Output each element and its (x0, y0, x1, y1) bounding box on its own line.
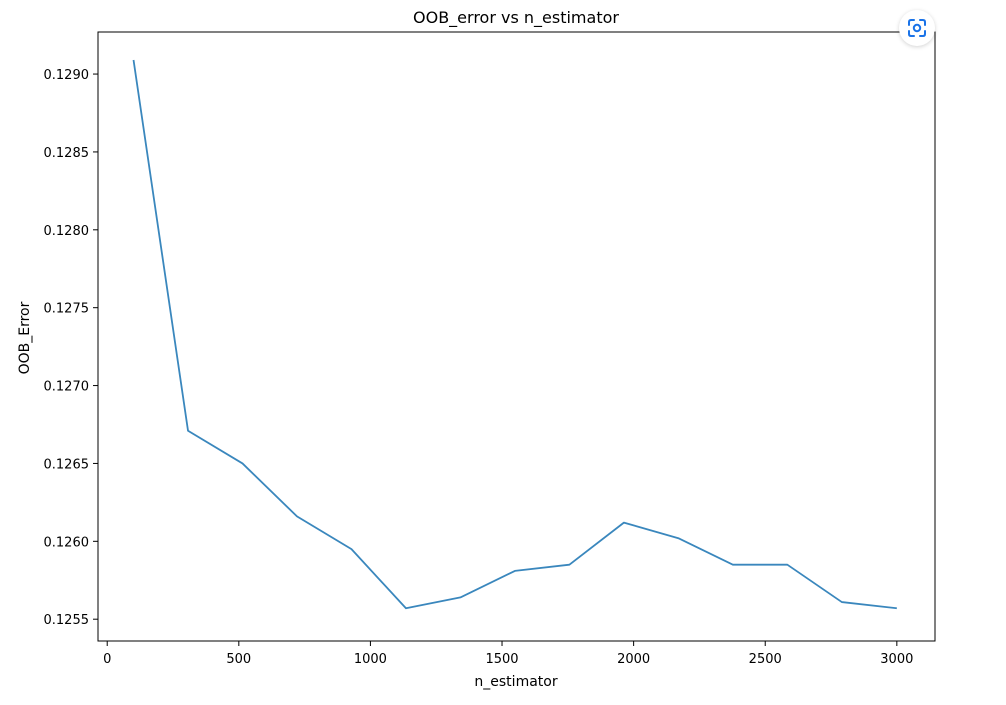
data-point (787, 564, 789, 566)
chart-title: OOB_error vs n_estimator (413, 8, 619, 28)
y-tick-label: 0.1265 (44, 457, 90, 472)
y-tick-label: 0.1275 (44, 302, 90, 317)
data-point (841, 601, 843, 603)
x-tick-label: 1500 (485, 652, 518, 667)
y-tick-label: 0.1290 (44, 68, 90, 83)
y-tick-label: 0.1285 (44, 146, 90, 161)
data-point (187, 430, 189, 432)
data-point (623, 522, 625, 524)
series-line (132, 59, 897, 610)
y-tick-label: 0.1255 (44, 613, 90, 628)
y-tick-label: 0.1270 (44, 380, 90, 395)
data-point (242, 463, 244, 465)
y-axis-ticks: 0.1255 0.1260 0.1265 0.1270 0.1275 0.1280 0.12… (44, 68, 98, 628)
data-point (678, 537, 680, 539)
x-tick-label: 500 (226, 652, 251, 667)
lens-button[interactable] (899, 10, 935, 46)
data-point (460, 597, 462, 599)
data-point (896, 607, 898, 609)
x-tick-label: 1000 (354, 652, 387, 667)
x-tick-label: 2500 (749, 652, 782, 667)
y-tick-label: 0.1260 (44, 535, 90, 550)
data-point (405, 607, 407, 609)
data-point (133, 59, 135, 61)
plot-area-frame (97, 31, 936, 642)
data-point (296, 516, 298, 518)
x-tick-label: 3000 (880, 652, 913, 667)
data-point (351, 548, 353, 550)
x-tick-label: 0 (103, 652, 111, 667)
data-point (732, 564, 734, 566)
data-point (514, 570, 516, 572)
y-tick-label: 0.1280 (44, 224, 90, 239)
data-point (569, 564, 571, 566)
x-tick-label: 2000 (617, 652, 650, 667)
y-axis-label: OOB_Error (17, 301, 33, 374)
series-layer (132, 59, 898, 610)
x-axis-ticks: 0 500 1000 1500 2000 2500 3000 (103, 641, 913, 667)
lens-icon (908, 19, 926, 37)
x-axis-label: n_estimator (474, 674, 557, 690)
